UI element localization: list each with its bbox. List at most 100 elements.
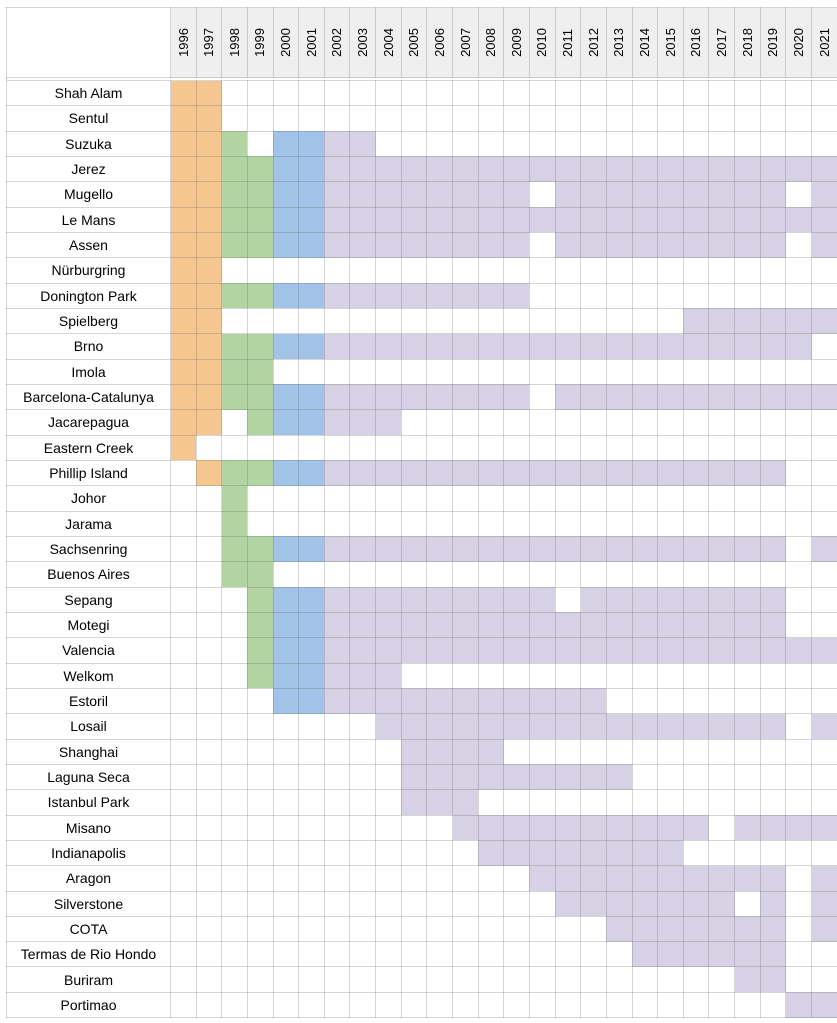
- grid-cell: [503, 586, 530, 613]
- grid-cell: [477, 763, 505, 791]
- grid-cell: [554, 586, 582, 613]
- grid-cell: [400, 130, 428, 157]
- grid-cell: [682, 586, 710, 613]
- grid-cell: [170, 105, 197, 132]
- grid-cell: [272, 865, 300, 892]
- grid-cell: [734, 991, 761, 1019]
- year-header-row: 1996 1997 1998 1999 2000 2001 2002 2003 2004 2005…: [6, 7, 837, 78]
- grid-cell: [170, 282, 197, 309]
- grid-cell: [170, 333, 197, 360]
- grid-cell: [400, 105, 428, 132]
- grid-row: Losail: [6, 713, 837, 740]
- grid-cell: [170, 865, 197, 892]
- grid-cell: [657, 789, 684, 816]
- year-label: 2009: [508, 28, 524, 57]
- grid-cell: [323, 611, 351, 639]
- grid-cell: [605, 333, 633, 360]
- grid-cell: [503, 358, 530, 385]
- grid-cell: [605, 839, 633, 867]
- grid-cell: [452, 206, 479, 233]
- grid-cell: [298, 561, 325, 588]
- year-label: 1998: [226, 28, 242, 57]
- grid-cell: [580, 206, 607, 233]
- grid-cell: [503, 206, 530, 233]
- grid-cell: [657, 890, 684, 917]
- grid-cell: [195, 713, 223, 740]
- grid-cell: [605, 662, 633, 689]
- grid-row: Jarama: [6, 510, 837, 537]
- grid-cell: [759, 79, 787, 107]
- grid-cell: [759, 839, 787, 867]
- grid-cell: [323, 839, 351, 867]
- grid-cell: [631, 257, 659, 284]
- row-label: Sentul: [6, 105, 171, 132]
- grid-cell: [477, 839, 505, 867]
- grid-cell: [272, 105, 300, 132]
- grid-cell: [605, 231, 633, 259]
- year-header: 2005: [400, 7, 428, 78]
- grid-cell: [708, 865, 736, 892]
- grid-cell: [580, 637, 607, 664]
- year-header: 1996: [170, 7, 197, 78]
- grid-cell: [785, 307, 813, 335]
- grid-cell: [503, 814, 530, 841]
- grid-cell: [400, 941, 428, 968]
- grid-cell: [657, 307, 684, 335]
- grid-cell: [221, 586, 248, 613]
- grid-cell: [477, 713, 505, 740]
- grid-cell: [323, 713, 351, 740]
- grid-cell: [503, 79, 530, 107]
- year-label: 1999: [252, 28, 268, 57]
- grid-cell: [221, 105, 248, 132]
- grid-row: Assen: [6, 231, 837, 259]
- grid-cell: [246, 586, 274, 613]
- grid-cell: [246, 991, 274, 1019]
- grid-row: Imola: [6, 358, 837, 385]
- grid-cell: [298, 231, 325, 259]
- grid-cell: [298, 257, 325, 284]
- grid-cell: [528, 915, 556, 943]
- grid-cell: [246, 915, 274, 943]
- grid-cell: [452, 383, 479, 411]
- grid-cell: [580, 358, 607, 385]
- grid-cell: [657, 434, 684, 461]
- grid-row: Welkom: [6, 662, 837, 689]
- grid-cell: [426, 459, 454, 487]
- grid-cell: [221, 206, 248, 233]
- grid-cell: [195, 738, 223, 765]
- grid-cell: [708, 789, 736, 816]
- year-label: 2011: [560, 28, 576, 57]
- grid-cell: [221, 738, 248, 765]
- grid-cell: [426, 130, 454, 157]
- grid-row: Termas de Rio Hondo: [6, 941, 837, 968]
- grid-cell: [734, 510, 761, 537]
- grid-cell: [554, 181, 582, 208]
- grid-cell: [477, 409, 505, 436]
- grid-cell: [657, 713, 684, 740]
- grid-cell: [323, 79, 351, 107]
- grid-cell: [657, 130, 684, 157]
- grid-cell: [298, 763, 325, 791]
- grid-cell: [349, 510, 377, 537]
- grid-cell: [811, 510, 837, 537]
- grid-cell: [272, 763, 300, 791]
- grid-cell: [759, 865, 787, 892]
- grid-cell: [170, 155, 197, 183]
- grid-cell: [554, 155, 582, 183]
- grid-cell: [323, 738, 351, 765]
- grid-cell: [452, 763, 479, 791]
- grid-cell: [221, 662, 248, 689]
- grid-cell: [682, 865, 710, 892]
- grid-cell: [452, 991, 479, 1019]
- grid-cell: [272, 383, 300, 411]
- grid-cell: [605, 459, 633, 487]
- grid-cell: [349, 105, 377, 132]
- grid-cell: [375, 966, 402, 993]
- grid-cell: [221, 789, 248, 816]
- grid-cell: [759, 814, 787, 841]
- grid-cell: [657, 966, 684, 993]
- row-label: Shanghai: [6, 738, 171, 765]
- grid-cell: [605, 79, 633, 107]
- grid-cell: [221, 485, 248, 512]
- grid-cell: [272, 434, 300, 461]
